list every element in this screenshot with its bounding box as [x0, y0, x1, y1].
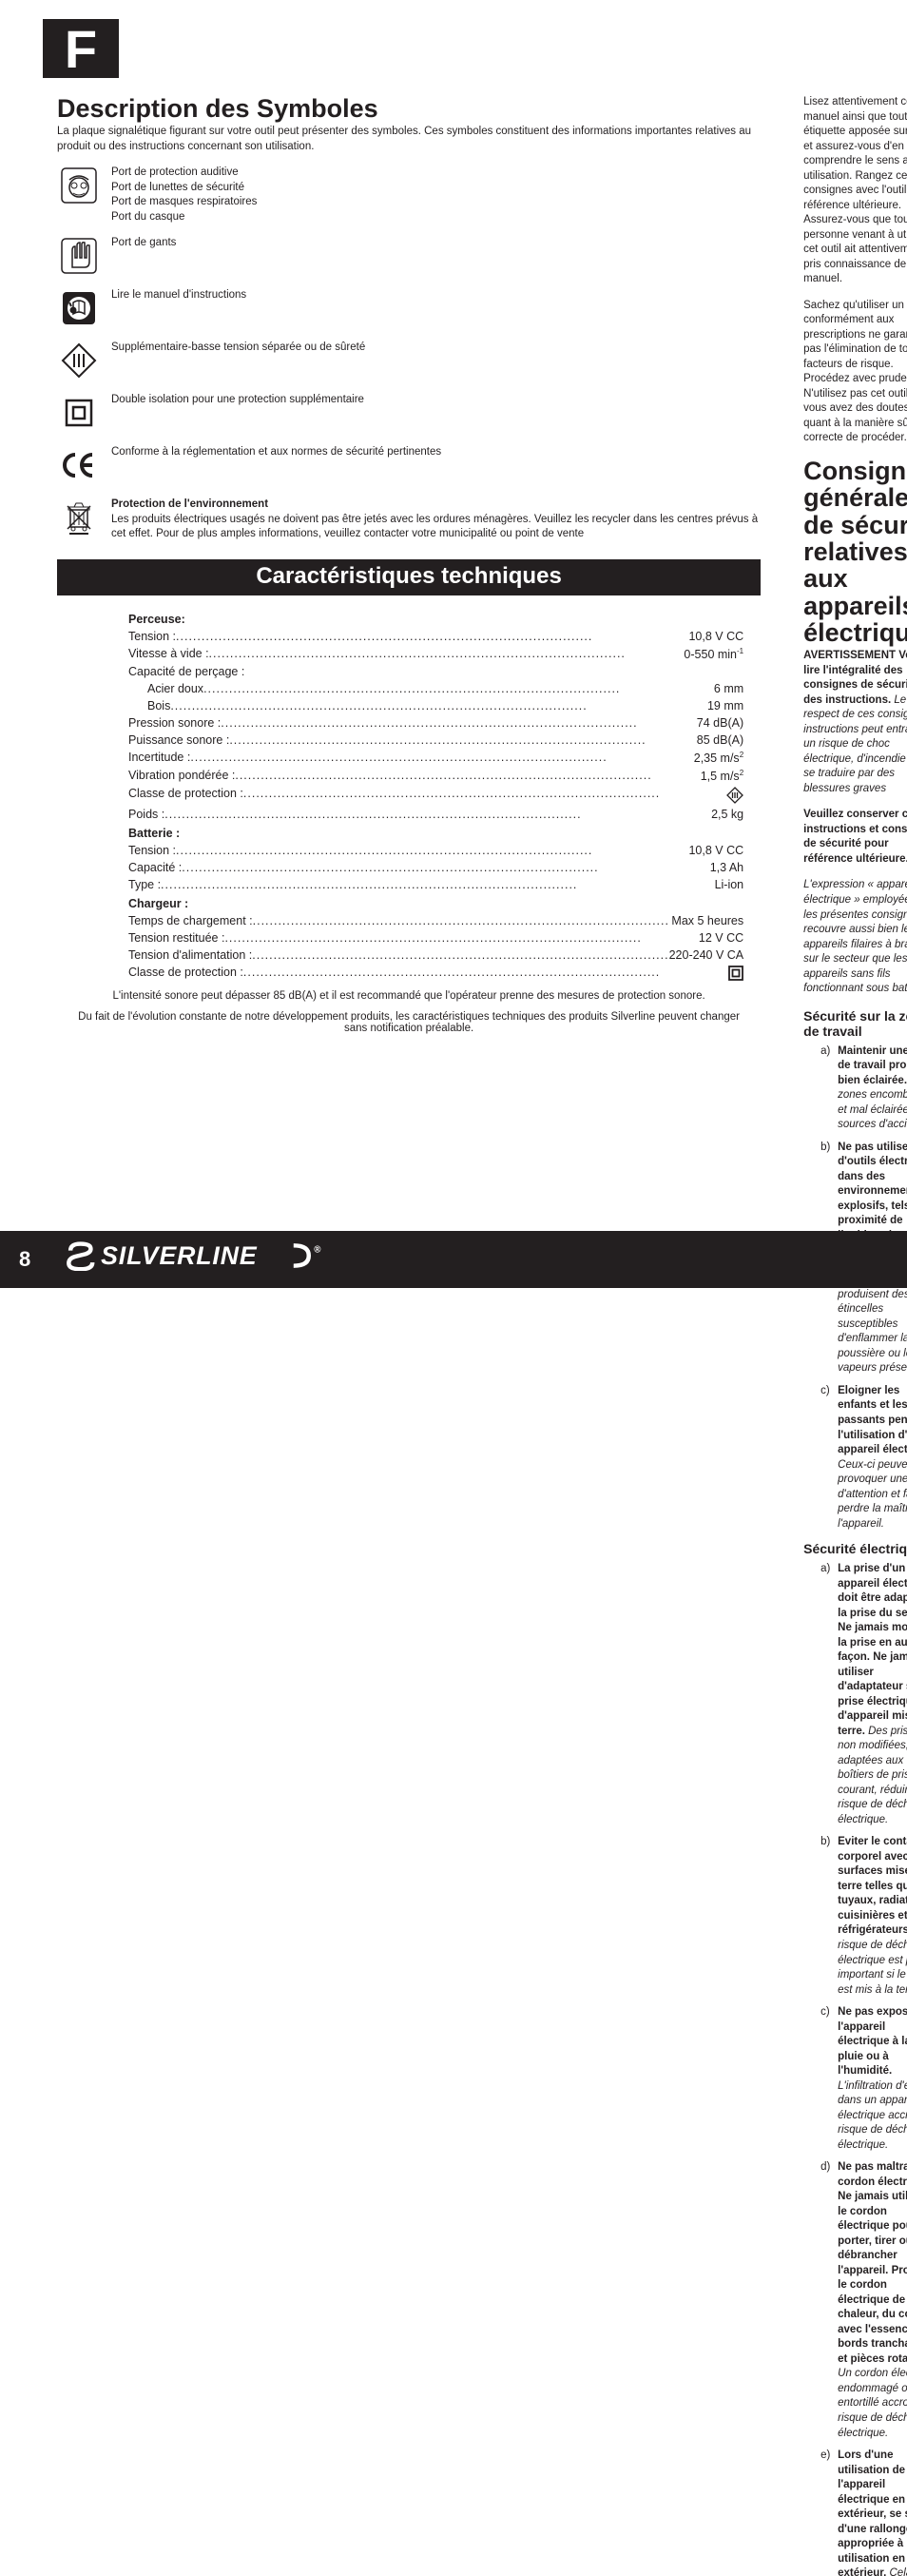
warning-text: AVERTISSEMENT Veuillez lire l'intégralit…	[803, 649, 907, 796]
symbol-icon	[57, 443, 100, 486]
page-footer: 8 SILVERLINE ®	[0, 1231, 907, 1288]
spec-line: Tension :10,8 V CC	[128, 844, 743, 857]
list-item: c)Eloigner les enfants et les passants p…	[803, 1384, 907, 1532]
spec-line: Capacité de perçage :	[128, 665, 743, 678]
paragraph: Sachez qu'utiliser un outil conformément…	[803, 299, 907, 446]
symbol-text: Lire le manuel d'instructions	[111, 286, 246, 303]
symbol-row: Port de gants	[57, 234, 761, 277]
list-item: e)Lors d'une utilisation de l'appareil é…	[803, 2449, 907, 2576]
spec-line: Classe de protection :	[128, 787, 743, 804]
symbol-text: Port de protection auditivePort de lunet…	[111, 164, 257, 224]
spec-line: Poids :2,5 kg	[128, 808, 743, 821]
list-item: d)Ne pas maltraiter le cordon électrique…	[803, 2160, 907, 2441]
spec-line: Classe de protection :	[128, 966, 743, 981]
spec-line: Capacité :1,3 Ah	[128, 861, 743, 874]
symbol-text: Port de gants	[111, 234, 176, 251]
page-content: Description des Symboles La plaque signa…	[57, 95, 855, 2576]
paragraph: Lisez attentivement ce manuel ainsi que …	[803, 95, 907, 287]
symbol-icon	[57, 164, 100, 206]
spec-note: L'intensité sonore peut dépasser 85 dB(A…	[57, 990, 761, 1002]
list-item: a)La prise d'un appareil électrique doit…	[803, 1562, 907, 1827]
language-badge: F	[43, 19, 119, 78]
symbol-row: Lire le manuel d'instructions	[57, 286, 761, 329]
symbol-text: Double isolation pour une protection sup…	[111, 391, 364, 408]
right-column: Lisez attentivement ce manuel ainsi que …	[803, 95, 907, 2576]
spec-group-title: Perceuse:	[128, 613, 743, 626]
spec-line: Type :Li-ion	[128, 878, 743, 891]
page-number: 8	[19, 1247, 30, 1272]
brand-logo: SILVERLINE ®	[54, 1240, 377, 1278]
spec-line: Acier doux6 mm	[128, 682, 743, 695]
spec-line: Puissance sonore :85 dB(A)	[128, 733, 743, 747]
spec-line: Vitesse à vide :0-550 min-1	[128, 647, 743, 661]
warning-bold: AVERTISSEMENT Veuillez lire l'intégralit…	[803, 650, 907, 706]
symbols-intro: La plaque signalétique figurant sur votr…	[57, 125, 761, 154]
spec-body: Perceuse: Tension :10,8 V CC Vitesse à vi…	[57, 595, 761, 981]
spec-note: Du fait de l'évolution constante de notr…	[57, 1011, 761, 1034]
keep-text: Veuillez conserver ces instructions et c…	[803, 808, 907, 867]
list-item: c)Ne pas exposer l'appareil électrique à…	[803, 2005, 907, 2153]
expression-text: L'expression « appareil électrique » emp…	[803, 878, 907, 996]
spec-group-title: Chargeur :	[128, 897, 743, 910]
section-title: Sécurité électrique	[803, 1541, 907, 1556]
spec-line: Bois19 mm	[128, 699, 743, 712]
symbol-row: Protection de l'environnementLes produit…	[57, 496, 761, 542]
symbol-row: Conforme à la réglementation et aux norm…	[57, 443, 761, 486]
list-item: a)Maintenir une zone de travail propre e…	[803, 1044, 907, 1133]
spec-line: Pression sonore :74 dB(A)	[128, 716, 743, 730]
list-item: b)Eviter le contact corporel avec les su…	[803, 1835, 907, 1998]
symbol-text: Conforme à la réglementation et aux norm…	[111, 443, 441, 460]
spec-line: Tension d'alimentation :220-240 V CA	[128, 948, 743, 962]
safety-title: Consignes générales de sécurité relative…	[803, 458, 907, 646]
spec-line: Temps de chargement :Max 5 heures	[128, 914, 743, 927]
symbol-icon	[57, 339, 100, 381]
symbol-icon	[57, 391, 100, 434]
symbol-row: Supplémentaire-basse tension séparée ou …	[57, 339, 761, 381]
symbol-icon	[57, 496, 100, 538]
symbol-text: Supplémentaire-basse tension séparée ou …	[111, 339, 365, 356]
symbol-row: Double isolation pour une protection sup…	[57, 391, 761, 434]
spec-line: Tension :10,8 V CC	[128, 630, 743, 643]
symbol-icon	[57, 286, 100, 329]
symbols-title: Description des Symboles	[57, 95, 761, 122]
spec-line: Incertitude :2,35 m/s2	[128, 751, 743, 765]
spec-group-title: Batterie :	[128, 827, 743, 840]
spec-line: Tension restituée :12 V CC	[128, 931, 743, 945]
symbol-row: Port de protection auditivePort de lunet…	[57, 164, 761, 224]
spec-header: Caractéristiques techniques	[57, 559, 761, 595]
svg-text:SILVERLINE: SILVERLINE	[101, 1241, 258, 1270]
symbol-text: Protection de l'environnementLes produit…	[111, 496, 761, 542]
left-column: Description des Symboles La plaque signa…	[57, 95, 761, 2576]
section-title: Sécurité sur la zone de travail	[803, 1008, 907, 1039]
warning-italic: Le non-respect de ces consignes et instr…	[803, 694, 907, 794]
spec-line: Vibration pondérée :1,5 m/s2	[128, 769, 743, 783]
svg-text:®: ®	[314, 1244, 321, 1255]
symbol-icon	[57, 234, 100, 277]
